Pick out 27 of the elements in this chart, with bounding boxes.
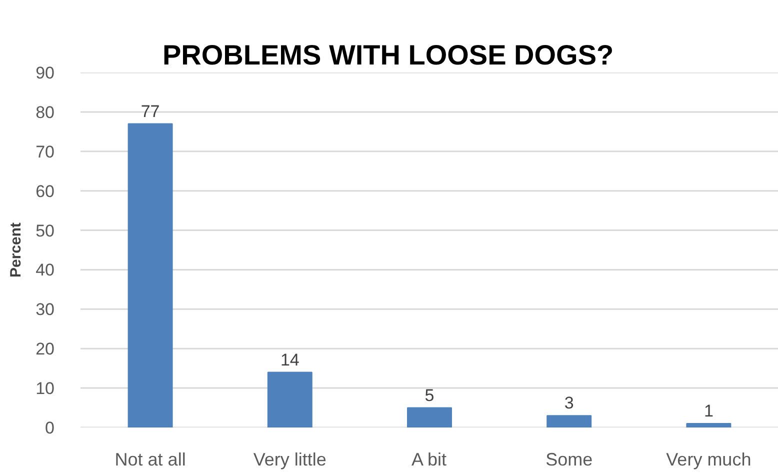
y-tick-label: 20 <box>36 340 55 359</box>
data-label: 5 <box>424 386 434 405</box>
x-tick-label: Very much <box>666 450 752 470</box>
bar <box>546 415 592 428</box>
x-tick-label: Some <box>546 450 593 470</box>
y-tick-label: 70 <box>36 142 55 162</box>
data-label: 77 <box>140 102 160 121</box>
x-tick-label: Very little <box>253 450 326 470</box>
y-tick-label: 50 <box>36 221 55 240</box>
bar <box>686 423 732 428</box>
x-tick-label: Not at all <box>114 450 186 470</box>
data-label: 1 <box>704 402 714 421</box>
y-tick-label: 80 <box>36 102 55 122</box>
y-tick-label: 60 <box>36 182 55 201</box>
y-tick-label: 30 <box>36 300 55 320</box>
y-tick-label: 90 <box>36 64 55 82</box>
data-label: 3 <box>564 394 574 413</box>
bar <box>128 123 173 428</box>
y-tick-label: 0 <box>45 418 55 438</box>
bar <box>407 407 452 428</box>
y-axis-title: Percent <box>8 222 25 278</box>
chart-title: PROBLEMS WITH LOOSE DOGS? <box>162 40 614 70</box>
data-label: 14 <box>280 350 300 370</box>
y-tick-label: 40 <box>36 260 55 280</box>
y-tick-label: 10 <box>36 379 55 398</box>
bar <box>267 372 312 428</box>
x-tick-label: A bit <box>411 450 447 470</box>
